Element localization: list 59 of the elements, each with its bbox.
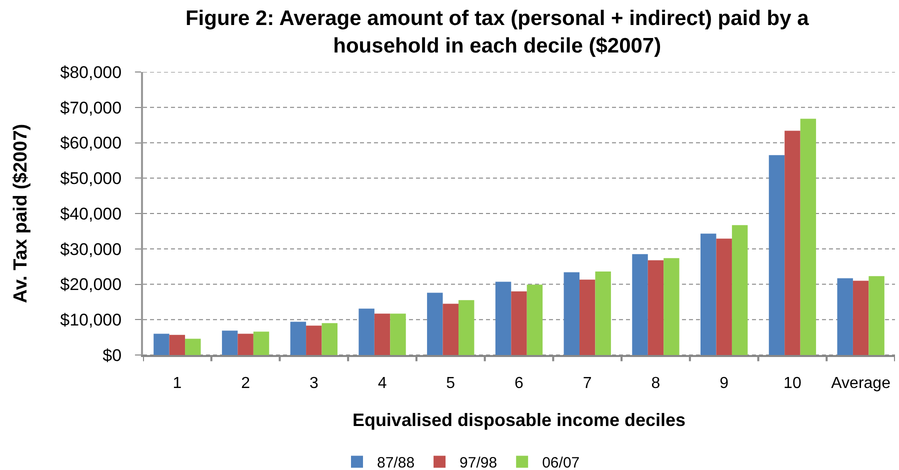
x-tick-label: 4: [378, 375, 387, 392]
bar: [185, 338, 201, 355]
y-tick-label: $80,000: [60, 62, 122, 82]
x-tick-label: 5: [446, 375, 456, 392]
x-tick-label: 2: [241, 375, 250, 392]
bar: [837, 278, 853, 355]
bar: [374, 314, 390, 355]
y-tick-label: $70,000: [60, 98, 122, 118]
bar: [800, 118, 816, 355]
bar: [154, 334, 170, 355]
bar: [648, 260, 664, 355]
bar: [664, 258, 680, 355]
y-tick-label: $40,000: [60, 204, 122, 224]
y-tick-label: $10,000: [60, 310, 122, 330]
bar: [768, 155, 785, 355]
y-tick-label: $30,000: [60, 240, 122, 259]
legend-label: 97/98: [460, 454, 498, 470]
chart-title: Figure 2: Average amount of tax (personal + indirect) paid by a household in each decile ($2007): [185, 7, 810, 58]
bar: [868, 276, 884, 355]
bar: [358, 308, 374, 355]
bar: [716, 238, 732, 355]
bar: [784, 130, 800, 355]
y-tick-label: $60,000: [60, 134, 122, 153]
x-tick-label: 3: [309, 375, 318, 392]
bar: [700, 234, 716, 355]
bar: [238, 334, 254, 355]
bar: [390, 314, 406, 355]
legend-label: 87/88: [377, 454, 415, 470]
x-tick-label: 6: [514, 375, 524, 392]
bar: [526, 284, 543, 355]
y-tick-label: $50,000: [60, 169, 122, 188]
x-tick-label: 8: [651, 375, 660, 392]
bar: [564, 272, 580, 355]
bar: [580, 280, 596, 355]
x-axis-title: Equivalised disposable income deciles: [352, 410, 686, 430]
y-axis-title: Av. Tax paid ($2007): [10, 124, 32, 304]
x-tick-label: 9: [720, 375, 729, 392]
bar: [442, 304, 458, 355]
x-tick-label: Average: [831, 375, 891, 392]
bar: [427, 292, 443, 355]
bar: [458, 300, 474, 355]
bar: [222, 330, 238, 355]
bar: [595, 272, 611, 355]
bar: [322, 323, 338, 355]
bar: [511, 291, 527, 355]
y-tick-label: $20,000: [60, 275, 122, 294]
bar: [306, 326, 322, 355]
x-tick-label: 7: [582, 375, 592, 392]
bar: [732, 225, 748, 355]
bar: [852, 280, 869, 355]
bar: [253, 332, 270, 355]
bar: [290, 322, 306, 355]
bar: [169, 334, 186, 355]
x-tick-label: 10: [784, 375, 802, 392]
x-tick-label: 1: [172, 375, 182, 392]
bar: [632, 254, 648, 355]
y-tick-label: $0: [102, 346, 122, 365]
legend-label: 06/07: [542, 454, 580, 470]
bar: [495, 282, 512, 355]
